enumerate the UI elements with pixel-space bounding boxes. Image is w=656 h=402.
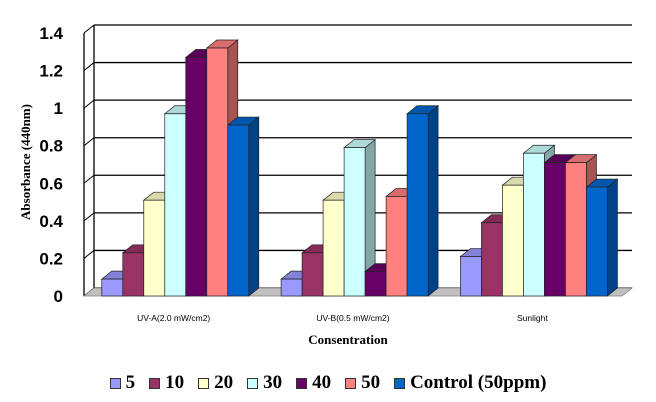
bar-front — [322, 199, 345, 297]
y-tick-label: 1 — [54, 99, 63, 118]
y-tick-label: 0.8 — [39, 137, 63, 156]
legend-label: 10 — [165, 372, 185, 393]
y-tick-label: 0.4 — [39, 212, 63, 231]
y-tick-label: 1.2 — [39, 62, 63, 81]
bar-front — [343, 147, 366, 297]
gridline-side — [83, 250, 95, 259]
bar-front — [481, 222, 503, 297]
legend-item: 20 — [198, 372, 233, 394]
bar-front — [406, 113, 429, 297]
bars — [100, 39, 619, 297]
legend-item: Control (50ppm) — [394, 372, 546, 394]
bar-side — [248, 116, 260, 297]
legend-swatch — [109, 377, 121, 389]
gridline-side — [83, 24, 95, 34]
legend-label: 40 — [312, 372, 332, 393]
legend-label: 5 — [125, 372, 136, 393]
legend-item: 40 — [296, 372, 331, 394]
legend-swatch — [149, 377, 161, 389]
bar-front — [101, 278, 124, 297]
bar-side — [607, 178, 618, 297]
legend-label: 50 — [361, 372, 381, 393]
bar-front — [122, 252, 145, 297]
legend: 5 10 20 30 40 50 Control (50ppm) — [0, 368, 656, 398]
gridline-side — [83, 212, 95, 222]
category-labels: UV-A(2.0 mW/cm2) UV-B(0.5 mW/cm2) Sunlight — [137, 313, 548, 323]
bar-front — [586, 186, 608, 297]
bar — [226, 116, 260, 297]
legend-item: 50 — [345, 372, 380, 394]
bar-front — [523, 152, 545, 297]
bar-front — [185, 57, 208, 297]
bar-side — [427, 105, 439, 297]
legend-item: 30 — [247, 372, 282, 394]
legend-swatch — [394, 377, 406, 389]
bar-front — [460, 256, 482, 297]
legend-label: Control (50ppm) — [410, 372, 547, 393]
legend-swatch — [247, 377, 259, 389]
y-tick-labels: 0 0.2 0.4 0.6 0.8 1 1.2 1.4 — [39, 24, 63, 306]
legend-swatch — [198, 377, 210, 389]
legend-item: 5 — [109, 372, 136, 394]
legend-swatch — [345, 377, 357, 389]
bar-front — [364, 271, 387, 297]
legend-label: 30 — [263, 372, 283, 393]
gridline-side — [83, 174, 95, 184]
y-tick-label: 0.6 — [39, 174, 63, 193]
legend-label: 20 — [214, 372, 234, 393]
legend-swatch — [296, 377, 308, 389]
category-label: UV-A(2.0 mW/cm2) — [137, 313, 210, 323]
gridline-side — [83, 62, 95, 71]
bar-chart: 00.20.40.60.811.21.4 UV-A(2.0 mW/cm2) UV-… — [18, 24, 634, 347]
bar-front — [227, 124, 250, 297]
y-axis-title: Absorbance (440nm) — [18, 104, 33, 220]
bar — [406, 105, 440, 297]
y-tick-label: 1.4 — [39, 24, 63, 43]
bar-front — [280, 278, 303, 297]
category-label: Sunlight — [517, 313, 548, 323]
bar-front — [143, 199, 166, 297]
bar — [585, 178, 619, 297]
bar-front — [565, 162, 587, 297]
gridline-side — [83, 99, 95, 109]
category-label: UV-B(0.5 mW/cm2) — [316, 313, 389, 323]
y-tick-label: 0.2 — [39, 249, 63, 268]
bar-front — [385, 196, 408, 297]
bar-front — [206, 47, 229, 297]
bar-front — [502, 184, 524, 297]
x-axis-title: Consentration — [308, 332, 388, 347]
gridline-side — [83, 137, 95, 147]
bar-front — [164, 113, 187, 297]
bar-front — [301, 252, 324, 297]
bar-front — [544, 162, 566, 297]
legend-item: 10 — [149, 372, 184, 394]
y-tick-label: 0 — [54, 287, 63, 306]
